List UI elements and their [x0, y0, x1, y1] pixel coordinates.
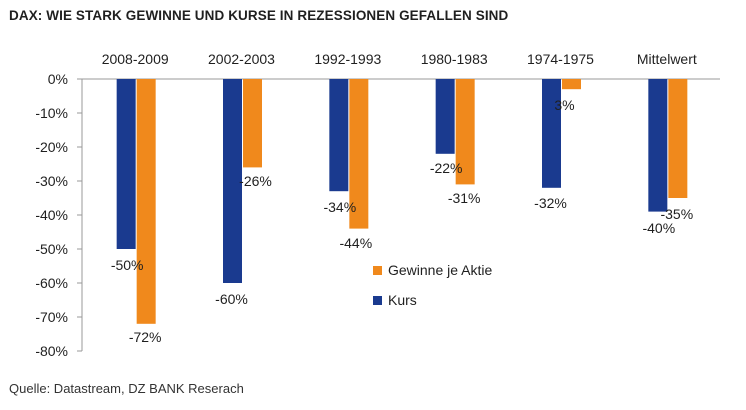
y-tick-label: 0%	[48, 71, 68, 87]
data-label-kurs: -50%	[111, 257, 144, 273]
category-label: 1974-1975	[527, 51, 594, 67]
bars	[116, 79, 688, 324]
bar-gewinne	[562, 79, 581, 90]
bar-gewinne	[243, 79, 262, 168]
data-label-gewinne: -72%	[129, 329, 162, 345]
data-label-gewinne: -44%	[339, 235, 372, 251]
data-label-gewinne: -35%	[660, 206, 693, 222]
data-label-kurs: -34%	[323, 199, 356, 215]
bar-gewinne	[136, 79, 156, 324]
legend-swatch	[373, 266, 382, 275]
data-label-gewinne: 3%	[554, 97, 574, 113]
bar-kurs	[648, 79, 668, 212]
category-label: 1980-1983	[421, 51, 488, 67]
y-tick-label: -20%	[35, 139, 68, 155]
legend-label: Gewinne je Aktie	[388, 262, 492, 278]
data-label-kurs: -22%	[430, 160, 463, 176]
y-tick-label: -80%	[35, 343, 68, 359]
bar-gewinne	[668, 79, 688, 198]
y-tick-label: -30%	[35, 173, 68, 189]
y-tick-label: -40%	[35, 207, 68, 223]
bar-kurs	[435, 79, 455, 154]
bar-kurs	[542, 79, 561, 188]
data-labels: -50% -60% -34% -22% -32% -40% -72% -26% -44% -31%…	[111, 97, 693, 345]
category-label: 2008-2009	[102, 51, 169, 67]
y-axis: 0% -10% -20% -30% -40% -50% -60% -70% -80%	[35, 71, 720, 359]
data-label-kurs: -60%	[215, 291, 248, 307]
data-label-gewinne: -26%	[239, 173, 272, 189]
category-labels: 2008-2009 2002-2003 1992-1993 1980-1983 1974…	[102, 51, 697, 67]
legend-label: Kurs	[388, 292, 417, 308]
legend-swatch	[373, 296, 382, 305]
data-label-kurs: -40%	[642, 220, 675, 236]
data-label-kurs: -32%	[534, 195, 567, 211]
y-tick-label: -10%	[35, 105, 68, 121]
category-label: Mittelwert	[637, 51, 697, 67]
category-label: 1992-1993	[314, 51, 381, 67]
bar-kurs	[116, 79, 136, 249]
bar-kurs	[329, 79, 349, 192]
bar-gewinne	[455, 79, 475, 185]
bar-kurs	[223, 79, 242, 283]
source-note: Quelle: Datastream, DZ BANK Reserach	[9, 381, 244, 396]
y-tick-label: -60%	[35, 275, 68, 291]
category-label: 2002-2003	[208, 51, 275, 67]
y-tick-label: -70%	[35, 309, 68, 325]
bar-gewinne	[349, 79, 369, 229]
y-tick-label: -50%	[35, 241, 68, 257]
legend: Gewinne je Aktie Kurs	[373, 262, 492, 308]
chart-title: DAX: WIE STARK GEWINNE UND KURSE IN REZE…	[9, 8, 509, 23]
data-label-gewinne: -31%	[448, 190, 481, 206]
